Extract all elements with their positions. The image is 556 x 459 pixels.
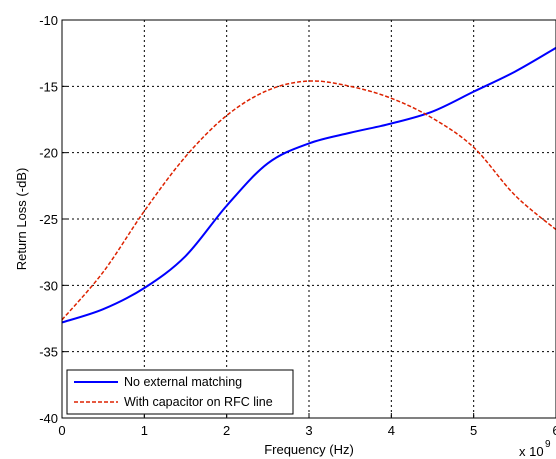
x-tick-label: 3	[305, 423, 312, 438]
x-tick-label: 5	[470, 423, 477, 438]
legend: No external matching With capacitor on R…	[66, 369, 294, 415]
x-tick-label: 2	[223, 423, 230, 438]
legend-label-no-external-matching: No external matching	[124, 375, 242, 389]
x-exponent-power: 9	[545, 439, 551, 450]
x-tick-label: 0	[58, 423, 65, 438]
legend-box	[66, 369, 294, 415]
axis-ticks	[61, 19, 556, 419]
tick-labels: 0 1 2 3 4 5 6 -40 -35 -30 -25 -20 -15 -10	[39, 13, 556, 438]
y-tick-label: -20	[39, 146, 58, 161]
x-axis-label: Frequency (Hz)	[264, 442, 354, 457]
x-tick-label: 4	[388, 423, 395, 438]
x-exponent-base: x 10	[519, 444, 544, 459]
series-line-0	[61, 46, 556, 324]
legend-label-with-capacitor: With capacitor on RFC line	[124, 395, 273, 409]
x-exponent-label: x 10 9	[519, 439, 551, 459]
x-tick-label: 6	[552, 423, 556, 438]
x-tick-label: 1	[141, 423, 148, 438]
series-layer	[61, 46, 556, 324]
y-axis-label: Return Loss (-dB)	[14, 168, 29, 271]
y-tick-label: -10	[39, 13, 58, 28]
grid-lines	[62, 20, 556, 418]
y-tick-label: -40	[39, 411, 58, 426]
series-line-1	[61, 80, 556, 321]
y-tick-label: -15	[39, 79, 58, 94]
y-tick-label: -30	[39, 278, 58, 293]
y-tick-label: -35	[39, 345, 58, 360]
y-tick-label: -25	[39, 212, 58, 227]
